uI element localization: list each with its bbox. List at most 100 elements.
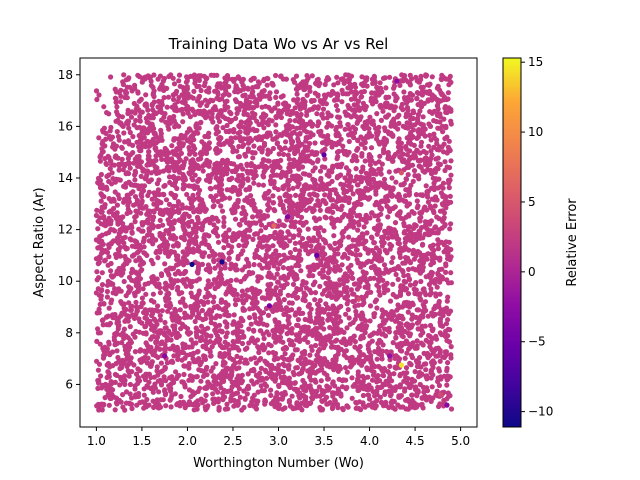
data-point xyxy=(397,373,403,379)
data-point xyxy=(310,185,316,191)
data-point xyxy=(270,200,276,206)
data-point xyxy=(334,91,341,97)
data-point xyxy=(129,253,136,259)
data-point xyxy=(220,254,226,260)
data-point xyxy=(307,352,313,358)
data-point xyxy=(122,227,128,234)
data-point xyxy=(141,392,147,398)
data-point xyxy=(286,321,292,327)
data-point xyxy=(333,103,339,109)
data-point xyxy=(182,363,188,369)
data-point xyxy=(252,254,258,260)
data-point xyxy=(154,181,160,187)
data-point xyxy=(118,332,124,338)
data-point xyxy=(295,96,301,102)
data-point xyxy=(323,280,329,286)
data-point xyxy=(147,363,154,369)
data-point xyxy=(108,379,114,385)
data-point xyxy=(157,317,163,323)
data-point xyxy=(331,233,337,239)
data-point xyxy=(294,322,300,328)
data-point xyxy=(321,326,327,332)
data-point xyxy=(428,218,434,224)
data-point xyxy=(403,144,409,150)
data-point xyxy=(104,110,110,116)
data-point xyxy=(222,115,229,122)
data-point xyxy=(304,92,310,98)
data-point xyxy=(159,109,165,115)
data-point xyxy=(96,260,102,266)
data-point xyxy=(176,78,182,84)
data-point xyxy=(327,324,333,331)
data-point xyxy=(151,111,157,118)
data-point xyxy=(345,404,351,410)
data-point xyxy=(443,123,449,129)
data-point xyxy=(273,72,279,79)
data-point xyxy=(400,334,406,340)
data-point xyxy=(205,134,211,140)
data-point xyxy=(434,214,440,220)
data-point xyxy=(294,400,300,406)
data-point xyxy=(294,91,300,97)
data-point xyxy=(420,308,426,314)
data-point xyxy=(374,388,380,394)
data-point xyxy=(134,103,140,109)
data-point xyxy=(359,235,365,241)
data-point xyxy=(354,158,360,164)
data-point xyxy=(273,258,279,264)
data-point xyxy=(275,296,281,302)
data-point xyxy=(437,257,443,263)
data-point xyxy=(448,158,454,164)
data-point xyxy=(99,182,105,189)
data-point xyxy=(120,392,126,398)
data-point xyxy=(118,399,124,405)
data-point xyxy=(197,150,203,156)
data-point xyxy=(210,391,216,397)
data-point xyxy=(425,355,431,361)
data-point xyxy=(445,317,451,323)
data-point xyxy=(179,219,185,225)
data-point xyxy=(423,183,429,189)
data-point xyxy=(282,192,288,198)
data-point xyxy=(417,218,423,224)
data-point xyxy=(360,392,366,399)
data-point xyxy=(247,315,253,321)
data-point xyxy=(390,255,396,261)
data-point xyxy=(176,123,182,129)
data-point xyxy=(153,191,159,197)
data-point xyxy=(214,303,220,309)
data-point xyxy=(207,185,213,191)
data-point xyxy=(343,311,349,317)
data-point xyxy=(342,340,348,346)
data-point xyxy=(329,123,335,129)
data-point xyxy=(292,105,298,111)
data-point xyxy=(157,290,163,296)
data-point xyxy=(316,303,322,309)
data-point xyxy=(381,176,388,182)
data-point xyxy=(166,174,173,180)
data-point xyxy=(243,235,249,241)
data-point xyxy=(420,114,426,120)
data-point xyxy=(157,346,163,352)
data-point xyxy=(154,276,160,282)
data-point xyxy=(203,392,209,398)
data-point xyxy=(260,310,267,316)
data-point xyxy=(175,243,181,249)
data-point xyxy=(369,210,375,216)
data-point xyxy=(240,166,246,172)
data-point xyxy=(239,288,245,294)
data-point xyxy=(302,144,308,150)
data-point xyxy=(276,218,282,224)
data-point xyxy=(234,164,240,170)
data-point xyxy=(401,89,407,95)
data-point xyxy=(144,396,150,403)
data-point xyxy=(255,84,261,90)
data-point xyxy=(115,354,121,361)
data-point xyxy=(260,331,266,337)
data-point xyxy=(421,286,427,292)
data-point xyxy=(332,338,338,344)
data-point xyxy=(114,348,120,354)
data-point xyxy=(339,384,346,390)
data-point xyxy=(94,310,100,316)
data-point xyxy=(317,321,323,327)
